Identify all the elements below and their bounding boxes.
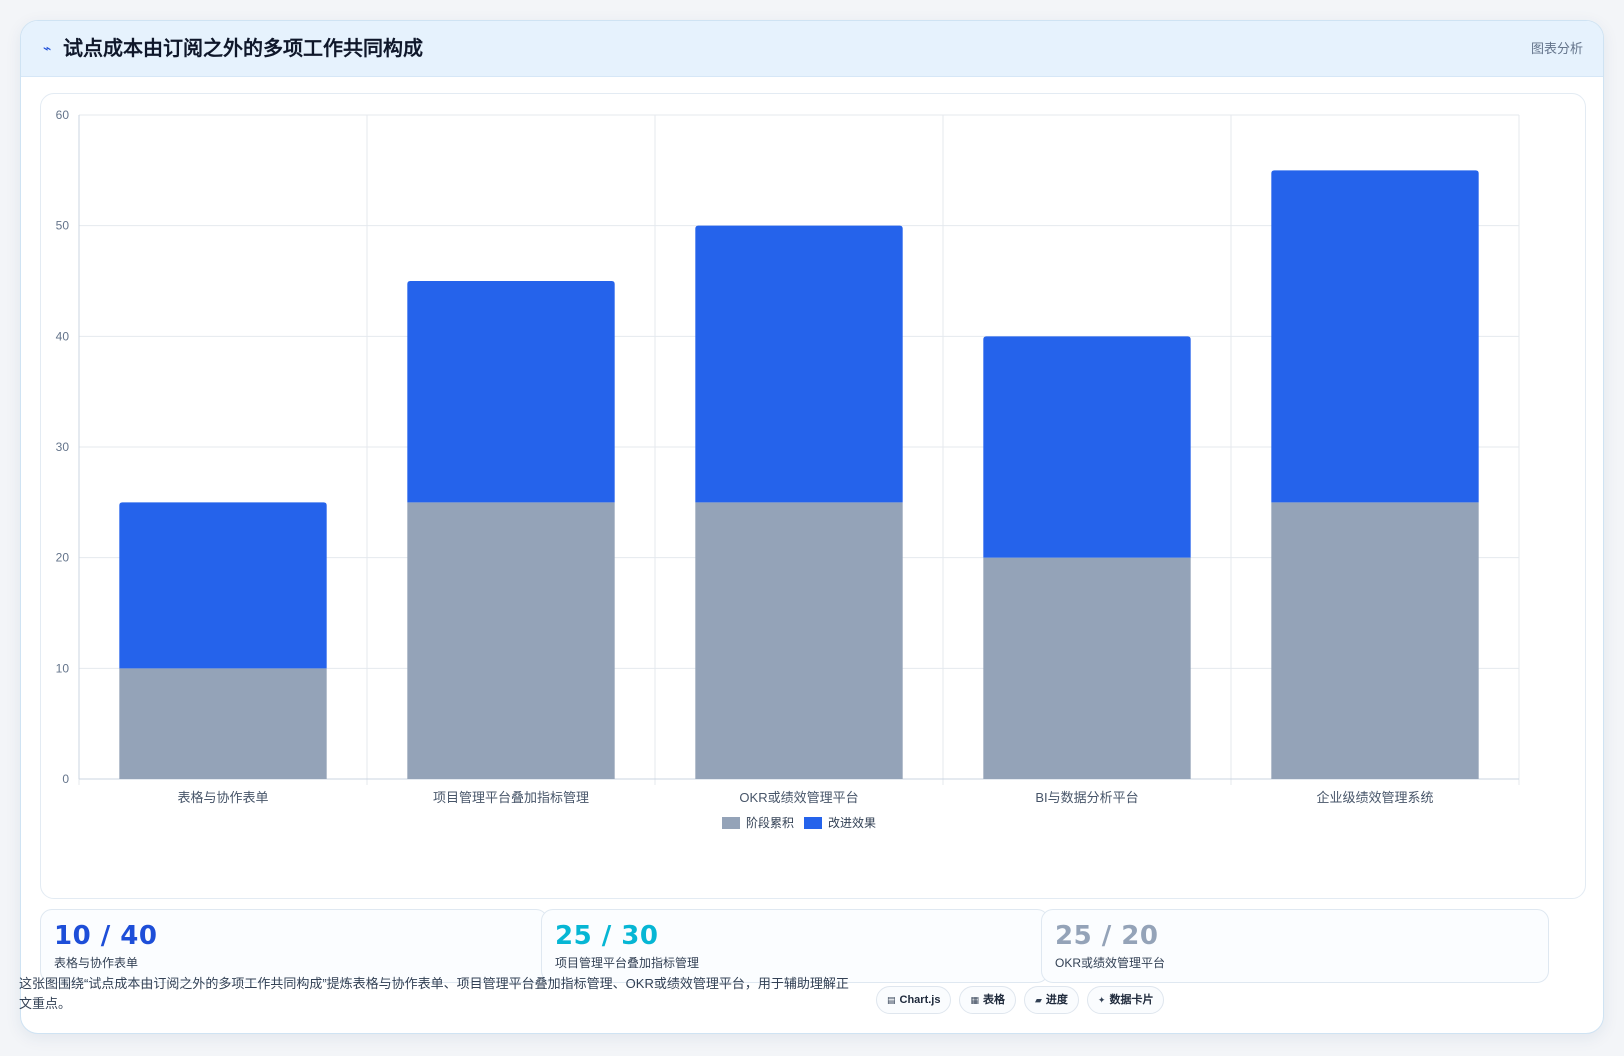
tag-table[interactable]: ▦ 表格 [959, 986, 1016, 1014]
stat-card-3: 25 / 20 OKR或绩效管理平台 [1041, 909, 1549, 983]
legend-label-2: 改进效果 [828, 815, 876, 830]
y-tick-label: 50 [56, 219, 70, 233]
chart-analysis-label: 图表分析 [1530, 41, 1583, 56]
y-tick-label: 30 [56, 440, 70, 454]
y-tick-label: 60 [56, 108, 70, 122]
progress-icon: ▰ [1035, 995, 1042, 1005]
bar-2 [119, 502, 327, 669]
stat-label: 项目管理平台叠加指标管理 [555, 956, 700, 970]
stacked-bar-chart: 0 10 20 30 40 50 60 表格与协作表单 项目管理平台叠加指标管理 OKR或绩效管理… [56, 108, 1520, 830]
stat-value: 25 / 20 [1055, 921, 1159, 951]
y-tick-label: 10 [56, 661, 70, 675]
legend-label-1: 阶段累积 [746, 815, 794, 830]
stat-card-1: 10 / 40 表格与协作表单 [40, 909, 548, 983]
chart-card: ⌁ 试点成本由订阅之外的多项工作共同构成 图表分析 0 10 20 30 40 50 60 表… [20, 20, 1604, 1034]
tag-chartjs[interactable]: ▤ Chart.js [876, 986, 952, 1014]
card-header: ⌁ 试点成本由订阅之外的多项工作共同构成 图表分析 [21, 21, 1603, 77]
tag-list: ▤ Chart.js ▦ 表格 ▰ 进度 ✦ 数据卡片 [876, 986, 1165, 1016]
tag-label: 数据卡片 [1109, 994, 1154, 1006]
stat-value: 10 / 40 [54, 921, 158, 951]
y-tick-label: 40 [56, 329, 70, 343]
tag-label: Chart.js [899, 994, 941, 1006]
bar-1 [1271, 502, 1479, 779]
trend-icon: ⌁ [43, 40, 52, 56]
stat-card-2: 25 / 30 项目管理平台叠加指标管理 [541, 909, 1049, 983]
bar-1 [119, 668, 327, 779]
tag-label: 进度 [1045, 994, 1068, 1006]
x-tick-label: BI与数据分析平台 [1035, 790, 1138, 805]
stat-label: 表格与协作表单 [54, 956, 139, 970]
tag-progress[interactable]: ▰ 进度 [1024, 986, 1079, 1014]
chart-panel: 0 10 20 30 40 50 60 表格与协作表单 项目管理平台叠加指标管理 OKR或绩效管理… [40, 93, 1586, 899]
sparkle-icon: ✦ [1097, 995, 1106, 1005]
bar-1 [695, 502, 903, 779]
x-tick-label: 表格与协作表单 [177, 790, 268, 805]
bar-2 [407, 281, 615, 503]
table-icon: ▦ [970, 995, 979, 1005]
x-tick-label: 项目管理平台叠加指标管理 [433, 790, 589, 805]
tag-label: 表格 [983, 994, 1005, 1006]
x-tick-label: 企业级绩效管理系统 [1316, 790, 1433, 805]
bar-2 [695, 225, 903, 503]
chart-description: 这张图围绕“试点成本由订阅之外的多项工作共同构成”提炼表格与协作表单、项目管理平… [19, 976, 849, 1011]
stat-label: OKR或绩效管理平台 [1055, 956, 1166, 970]
bar-1 [407, 502, 615, 779]
bar-1 [983, 557, 1191, 779]
x-tick-label: OKR或绩效管理平台 [739, 790, 858, 805]
stat-value: 25 / 30 [555, 921, 659, 951]
chart-icon: ▤ [887, 995, 896, 1005]
legend-swatch-2 [804, 817, 822, 829]
y-tick-label: 20 [56, 551, 70, 565]
legend-swatch-1 [722, 817, 740, 829]
page-title: 试点成本由订阅之外的多项工作共同构成 [63, 38, 423, 60]
tag-data-card[interactable]: ✦ 数据卡片 [1086, 986, 1165, 1014]
y-tick-label: 0 [62, 772, 69, 786]
bar-2 [1271, 170, 1479, 503]
bar-2 [983, 336, 1191, 558]
